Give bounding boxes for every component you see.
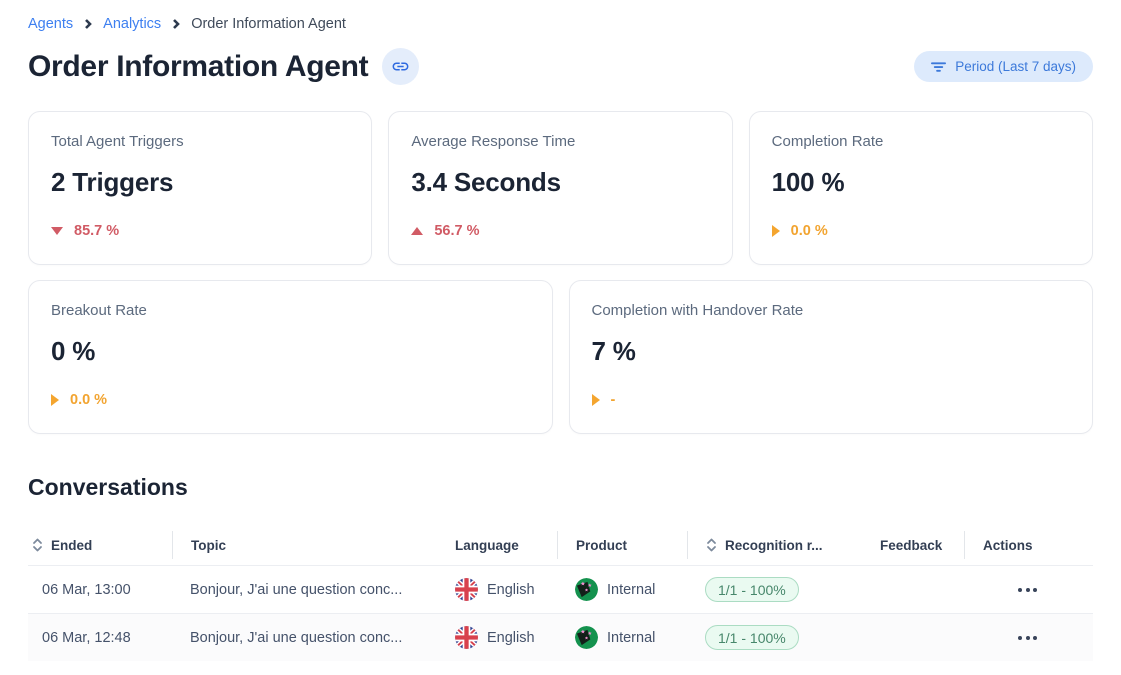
topic-cell: Bonjour, J'ai une question conc... xyxy=(190,629,403,646)
column-label: Feedback xyxy=(880,537,943,553)
page-header: Order Information Agent Period (Last 7 d… xyxy=(28,48,1093,85)
table-header-row: Ended Topic Language Product Recognition… xyxy=(28,525,1093,565)
stat-card-completion-rate: Completion Rate 100 % 0.0 % xyxy=(748,111,1093,265)
chevron-right-icon xyxy=(173,19,181,29)
breadcrumb-analytics[interactable]: Analytics xyxy=(103,16,162,32)
column-header-actions: Actions xyxy=(964,531,1093,559)
stat-delta-value: - xyxy=(610,392,616,408)
column-label: Recognition r... xyxy=(725,537,823,553)
link-icon xyxy=(392,62,409,71)
stat-delta: 0.0 % xyxy=(51,392,530,408)
stat-delta: 56.7 % xyxy=(411,223,709,239)
stat-delta: 85.7 % xyxy=(51,223,349,239)
conversations-table: Ended Topic Language Product Recognition… xyxy=(28,525,1093,661)
stat-delta-value: 56.7 % xyxy=(434,223,480,239)
stat-delta-value: 0.0 % xyxy=(70,392,108,408)
table-row[interactable]: 06 Mar, 13:00 Bonjour, J'ai une question… xyxy=(28,565,1093,613)
stat-value: 3.4 Seconds xyxy=(411,167,561,197)
internal-product-icon xyxy=(575,626,598,649)
uk-flag-icon xyxy=(455,578,478,601)
chevron-right-icon xyxy=(85,19,92,29)
recognition-cell: 1/1 - 100% xyxy=(687,577,862,602)
stat-card-average-response-time: Average Response Time 3.4 Seconds 56.7 % xyxy=(388,111,733,265)
ended-cell: 06 Mar, 13:00 xyxy=(42,581,131,598)
filter-lines-icon xyxy=(931,61,947,72)
breadcrumb: Agents Analytics Order Information Agent xyxy=(28,16,1093,32)
recognition-badge: 1/1 - 100% xyxy=(705,577,799,602)
topic-cell: Bonjour, J'ai une question conc... xyxy=(190,581,403,598)
stat-label: Total Agent Triggers xyxy=(51,133,184,150)
stats-row-1: Total Agent Triggers 2 Triggers 85.7 % A… xyxy=(28,111,1093,265)
uk-flag-icon xyxy=(455,626,478,649)
internal-product-icon xyxy=(575,578,598,601)
triangle-up-icon xyxy=(411,227,424,235)
breadcrumb-current: Order Information Agent xyxy=(191,16,346,32)
language-cell: English xyxy=(437,578,557,601)
actions-cell xyxy=(964,587,1093,592)
column-header-feedback: Feedback xyxy=(862,531,964,559)
analytics-page: Agents Analytics Order Information Agent… xyxy=(28,16,1093,661)
period-filter-label: Period (Last 7 days) xyxy=(955,59,1076,74)
stat-delta: 0.0 % xyxy=(771,223,1070,239)
table-row[interactable]: 06 Mar, 12:48 Bonjour, J'ai une question… xyxy=(28,613,1093,661)
recognition-cell: 1/1 - 100% xyxy=(687,625,862,650)
language-cell: English xyxy=(437,626,557,649)
copy-link-button[interactable] xyxy=(382,48,420,85)
column-header-language: Language xyxy=(437,531,557,559)
more-actions-icon[interactable] xyxy=(982,587,1037,592)
product-cell: Internal xyxy=(557,626,687,649)
stat-label: Completion with Handover Rate xyxy=(591,302,804,319)
stat-card-total-agent-triggers: Total Agent Triggers 2 Triggers 85.7 % xyxy=(28,111,373,265)
recognition-badge: 1/1 - 100% xyxy=(705,625,799,650)
stat-label: Completion Rate xyxy=(771,133,884,150)
stat-label: Average Response Time xyxy=(411,133,576,150)
actions-cell xyxy=(964,635,1093,640)
breadcrumb-agents[interactable]: Agents xyxy=(28,16,74,32)
column-label: Language xyxy=(455,537,519,553)
column-header-product: Product xyxy=(557,531,687,559)
stat-card-completion-with-handover-rate: Completion with Handover Rate 7 % - xyxy=(568,280,1093,434)
stat-value: 7 % xyxy=(591,336,636,366)
column-label: Topic xyxy=(191,537,226,553)
sort-icon xyxy=(33,538,42,552)
stat-delta: - xyxy=(591,392,1071,408)
stat-delta-value: 0.0 % xyxy=(790,223,828,239)
triangle-down-icon xyxy=(51,227,63,235)
period-filter-button[interactable]: Period (Last 7 days) xyxy=(914,51,1093,82)
ended-cell: 06 Mar, 12:48 xyxy=(42,629,131,646)
column-label: Product xyxy=(576,537,628,553)
column-header-topic: Topic xyxy=(172,531,437,559)
triangle-right-icon xyxy=(51,394,59,406)
column-header-ended[interactable]: Ended xyxy=(28,531,172,559)
triangle-right-icon xyxy=(771,225,780,237)
stats-row-2: Breakout Rate 0 % 0.0 % Completion with … xyxy=(28,280,1093,434)
triangle-right-icon xyxy=(591,394,600,406)
conversations-title: Conversations xyxy=(28,474,188,500)
column-label: Ended xyxy=(51,537,93,553)
page-title: Order Information Agent xyxy=(28,49,369,83)
table-body: 06 Mar, 13:00 Bonjour, J'ai une question… xyxy=(28,565,1093,661)
stat-delta-value: 85.7 % xyxy=(74,223,120,239)
column-label: Actions xyxy=(983,537,1033,553)
stat-value: 0 % xyxy=(51,336,96,366)
stat-value: 2 Triggers xyxy=(51,167,174,197)
stat-value: 100 % xyxy=(771,167,845,197)
sort-icon xyxy=(707,538,716,552)
column-header-recognition-rate[interactable]: Recognition r... xyxy=(687,531,862,559)
stat-label: Breakout Rate xyxy=(51,302,147,319)
more-actions-icon[interactable] xyxy=(982,635,1037,640)
product-cell: Internal xyxy=(557,578,687,601)
stat-card-breakout-rate: Breakout Rate 0 % 0.0 % xyxy=(28,280,553,434)
